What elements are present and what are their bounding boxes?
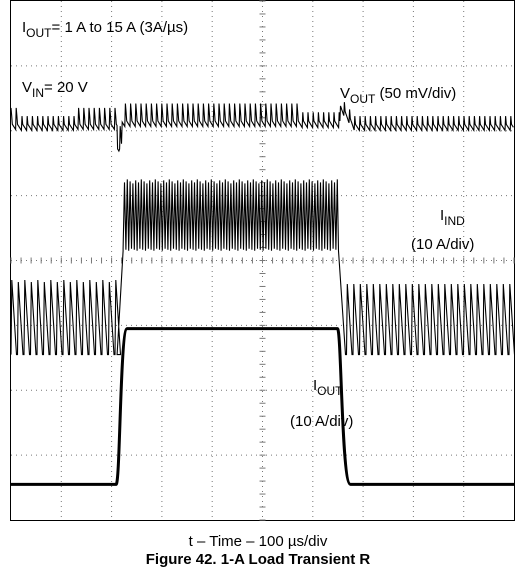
series-vout-suffix: (50 mV/div) xyxy=(375,85,456,102)
series-vout-sub: OUT xyxy=(350,92,376,106)
oscilloscope-capture: IOUT= 1 A to 15 A (3A/µs) VIN= 20 V VOUT… xyxy=(10,0,516,521)
series-vout-prefix: V xyxy=(340,85,350,102)
waveform-traces xyxy=(10,102,516,486)
series-iout-sub: OUT xyxy=(317,384,343,398)
annotation-iout-step: IOUT= 1 A to 15 A (3A/µs) xyxy=(22,19,188,40)
series-scale-iind: (10 A/div) xyxy=(411,236,474,253)
series-iout-prefix: I xyxy=(313,377,317,394)
series-iind-prefix: I xyxy=(440,207,444,224)
annotation-iout-step-prefix: I xyxy=(22,19,26,36)
trace-iind xyxy=(10,179,516,356)
figure-caption: Figure 42. 1-A Load Transient R xyxy=(145,551,371,568)
annotation-iout-step-sub: OUT xyxy=(26,26,52,40)
annotation-vin: VIN= 20 V xyxy=(22,79,88,100)
annotation-vin-sub: IN xyxy=(32,86,44,100)
annotation-iout-step-suffix: = 1 A to 15 A (3A/µs) xyxy=(52,19,189,36)
x-axis-label: t – Time – 100 µs/div xyxy=(188,533,328,550)
series-label-iind: IIND xyxy=(440,207,465,228)
series-label-iout: IOUT xyxy=(313,377,343,398)
annotation-vin-prefix: V xyxy=(22,79,32,96)
series-label-vout: VOUT (50 mV/div) xyxy=(340,85,456,106)
annotation-vin-suffix: = 20 V xyxy=(44,79,88,96)
trace-iout xyxy=(11,327,514,486)
series-scale-iout: (10 A/div) xyxy=(290,413,353,430)
trace-vout xyxy=(10,102,514,153)
series-iind-sub: IND xyxy=(444,214,465,228)
